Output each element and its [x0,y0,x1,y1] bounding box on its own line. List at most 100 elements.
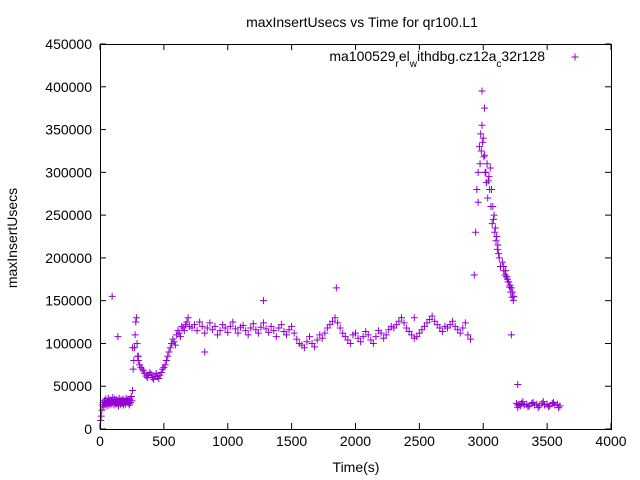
data-point [459,324,467,332]
data-point [183,318,191,326]
legend-label-part: ithdbg.cz12a [417,48,497,64]
data-point [201,329,209,337]
data-point [508,293,516,301]
data-point [249,320,257,328]
data-point [505,283,513,291]
data-point [334,319,342,327]
data-point [231,325,239,333]
data-point [178,322,186,330]
data-point [171,341,179,349]
y-tick-label: 250000 [45,207,92,223]
data-point [464,331,472,339]
data-point [257,323,265,331]
data-point [490,211,498,219]
data-point [270,327,278,335]
data-point [300,344,308,352]
data-point [472,228,480,236]
data-point [485,173,493,181]
legend-label-part: ma100529 [329,48,395,64]
data-point [293,335,301,343]
data-point [127,398,135,406]
data-point [476,160,484,168]
data-point [544,403,552,411]
data-point [479,138,487,146]
data-point [483,160,491,168]
data-point [239,321,247,329]
data-point [486,164,494,172]
data-point [193,327,201,335]
data-point [529,398,537,406]
y-tick-label: 100000 [45,335,92,351]
data-point [260,297,268,305]
data-point [152,369,160,377]
x-axis-label: Time(s) [333,459,380,475]
x-tick-label: 3500 [532,433,563,449]
data-point [410,314,418,322]
data-point [481,168,489,176]
data-point [493,233,501,240]
data-point [290,329,298,337]
data-point [400,319,408,327]
y-tick-label: 50000 [53,378,92,394]
data-point [306,333,314,341]
data-point [495,250,503,258]
legend-label-part: r [396,59,400,70]
data-point [128,397,136,405]
data-point [474,198,482,206]
data-point [346,339,354,347]
data-point [357,338,365,346]
data-point [132,318,140,326]
data-point [176,333,184,341]
y-tick-label: 350000 [45,122,92,138]
data-point [198,322,206,330]
data-point [138,365,146,373]
data-point [510,292,518,300]
data-point [129,365,137,373]
data-point [244,331,252,339]
data-point [491,228,499,236]
data-point [155,375,163,383]
x-tick-label: 2500 [404,433,435,449]
data-point [428,312,436,320]
data-point [114,333,122,341]
data-point [159,365,167,373]
data-point [191,321,199,329]
y-tick-label: 400000 [45,79,92,95]
y-tick-label: 0 [84,421,92,437]
data-point [397,314,405,322]
data-point [359,333,367,341]
data-point [503,273,511,281]
data-point [131,331,139,339]
data-point [502,267,510,275]
data-point [161,361,169,369]
data-point [180,327,188,335]
data-point [438,327,446,335]
data-point [150,375,158,383]
data-point [134,352,142,360]
data-point [303,338,311,346]
data-point [203,324,211,332]
data-point [479,134,487,142]
data-point [175,329,183,337]
data-point [488,185,496,193]
data-point [201,348,209,356]
y-tick-label: 300000 [45,164,92,180]
data-point [157,369,165,377]
y-tick-label: 150000 [45,293,92,309]
data-point [133,339,141,347]
data-point [216,327,224,335]
data-point [492,237,500,245]
data-point [449,317,457,325]
data-point [127,392,135,400]
data-point [488,220,496,228]
data-point [166,344,174,352]
data-point [377,329,385,337]
x-tick-label: 3000 [468,433,499,449]
data-point [524,403,532,411]
data-point [283,331,291,339]
axis-ticks: 0 500 1000 1500 2000 2500 3000 3500 4000 0 50000 10… [45,36,626,449]
x-tick-label: 500 [152,433,176,449]
data-point [254,329,262,337]
data-point [311,343,319,351]
